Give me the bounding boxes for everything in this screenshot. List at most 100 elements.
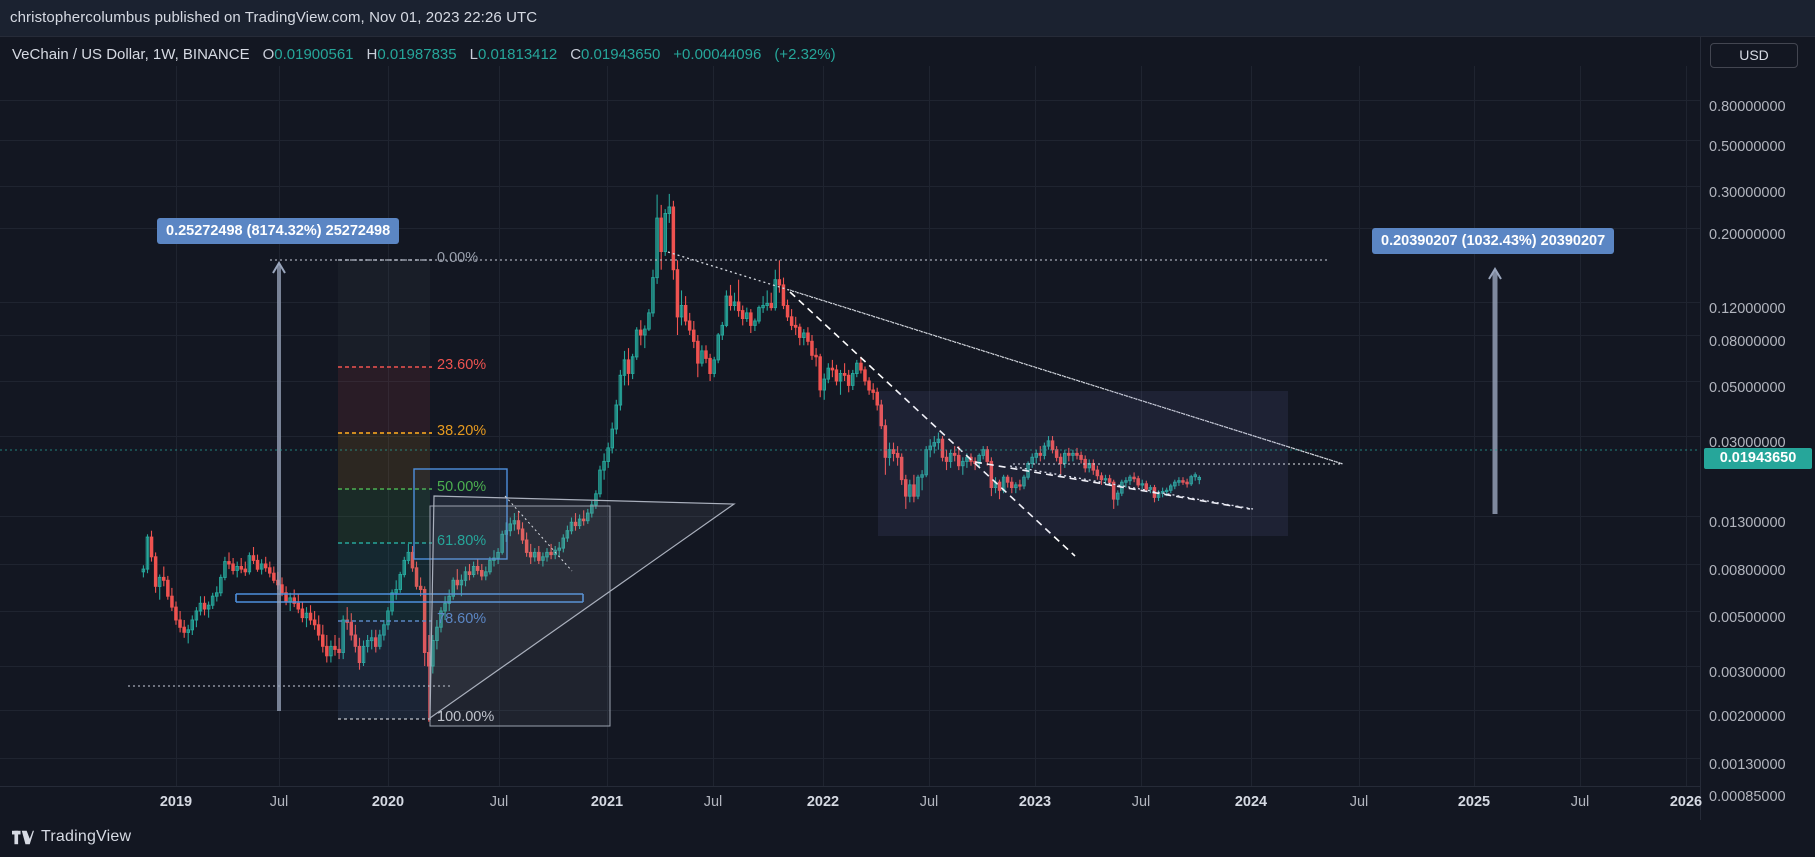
ascending-triangle[interactable] [429,495,736,720]
candle-body [467,571,472,575]
candle-body [475,566,480,571]
candle-body [1042,445,1047,456]
candle-body [304,612,309,619]
candle-body [227,561,231,565]
candle-body [598,469,602,495]
candle-body [957,454,961,467]
time-tick: Jul [919,794,939,810]
candle-body [981,449,985,456]
horizontal-gridline [0,186,1700,187]
candle-body [1144,483,1148,490]
vertical-gridline [499,66,500,786]
falling-wedge-upper[interactable] [789,291,1076,557]
measure-box-left[interactable] [429,505,611,727]
candle-body [651,277,655,314]
price-range-tag-left[interactable]: 0.25272498 (8174.32%) 25272498 [157,218,400,244]
horizontal-gridline [0,302,1700,303]
symbol-label[interactable]: VeChain / US Dollar, 1W, BINANCE [12,46,250,63]
candle-body [561,537,565,549]
descending-trendline-secondary [789,289,1344,465]
candle-body [610,428,614,449]
candle-body [361,645,366,664]
candle-body [643,328,647,336]
drawings-layer[interactable] [0,66,1700,786]
candle-body [520,528,525,541]
close-key: C [570,46,582,63]
high-value: 0.01987835 [377,46,457,63]
currency-chip[interactable]: USD [1710,43,1798,68]
candle-body [708,357,712,374]
candle-body [944,456,949,462]
candle-body [239,566,243,570]
candle-body [316,624,321,636]
candle-body [728,295,733,307]
candle-body [736,301,741,312]
price-tick: 0.00130000 [1709,757,1786,773]
candle-body [822,378,826,391]
fib-level-label: 23.60% [437,357,487,373]
candle-body [512,520,517,525]
consolidation-box[interactable] [878,391,1288,536]
candle-body [186,629,190,633]
candle-body [875,391,879,406]
candle-body [549,551,553,556]
candle-body [325,645,329,657]
candle-body [153,556,158,587]
fib-level-label: 38.20% [437,423,487,439]
candle-body [647,312,651,330]
price-tick: 0.01300000 [1709,515,1786,531]
time-tick: Jul [1570,794,1590,810]
candle-body [879,404,883,427]
candle-body [916,476,920,497]
candle-body [565,530,570,539]
candle-body [1197,477,1201,481]
candle-body [418,585,423,590]
time-tick: 2020 [371,794,405,810]
price-tick: 0.05000000 [1709,380,1786,396]
candle-body [1010,481,1014,489]
candle-body [842,373,847,376]
time-tick: Jul [703,794,723,810]
triangle-inner-dotted [504,495,573,572]
low-value: 0.01813412 [477,46,558,63]
price-range-right-arrowhead [1488,267,1502,280]
candle-body [1177,480,1181,483]
candle-body [895,452,900,458]
candle-body [386,610,390,626]
candle-body [769,302,773,309]
time-axis[interactable]: 2019 Jul 2020 Jul 2021 Jul 2022 Jul 2023 Jul 2024 J… [0,786,1702,820]
candle-body [357,645,362,664]
candle-body [773,279,777,309]
horizontal-gridline [0,140,1700,141]
open-key: O [262,46,275,63]
candle-body [630,356,635,374]
candle-body [398,574,402,590]
current-price-badge[interactable]: 0.01943650 [1704,448,1812,469]
candle-body [936,438,941,444]
candle-body [1071,452,1075,456]
candle-body [948,452,953,462]
candle-body [614,404,618,430]
candle-body [374,637,378,647]
vertical-gridline [713,66,714,786]
candle-body [793,324,798,328]
price-tick: 0.03000000 [1709,435,1786,451]
candle-body [537,551,541,561]
candle-body [1103,478,1108,481]
candle-body [692,329,696,342]
candle-body [586,512,590,522]
change-absolute: +0.00044096 [673,46,762,63]
candle-body [1079,454,1083,460]
horizontal-gridline [0,516,1700,517]
tradingview-logo[interactable]: TradingView [12,828,131,846]
candle-body [675,269,680,318]
price-range-tag-right[interactable]: 0.20390207 (1032.43%) 20390207 [1372,228,1615,254]
horizontal-gridline [0,710,1700,711]
falling-wedge-lower[interactable] [974,461,1251,510]
candle-body [590,504,594,514]
candle-body [1034,452,1038,458]
price-axis[interactable]: USD 0.80000000 0.50000000 0.30000000 0.2000… [1700,37,1815,857]
high-key: H [366,46,378,63]
chart-plot-area[interactable]: 0.00% 23.60% 38.20% 50.00% 61.80% 78.60% 100.0… [0,66,1700,786]
